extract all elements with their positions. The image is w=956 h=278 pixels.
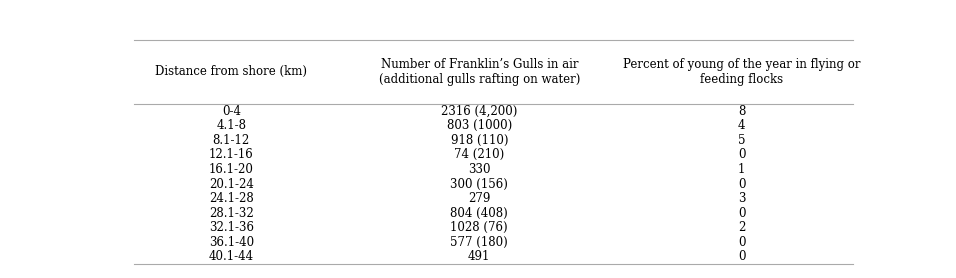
Text: 1: 1 (738, 163, 746, 176)
Text: 300 (156): 300 (156) (450, 178, 509, 190)
Text: 0: 0 (738, 207, 746, 220)
Text: 0-4: 0-4 (222, 105, 241, 118)
Text: 32.1-36: 32.1-36 (208, 221, 254, 234)
Text: 577 (180): 577 (180) (450, 236, 509, 249)
Text: 0: 0 (738, 178, 746, 190)
Text: 36.1-40: 36.1-40 (208, 236, 254, 249)
Text: 918 (110): 918 (110) (450, 134, 508, 147)
Text: 74 (210): 74 (210) (454, 148, 505, 162)
Text: 1028 (76): 1028 (76) (450, 221, 508, 234)
Text: 4: 4 (738, 119, 746, 132)
Text: 16.1-20: 16.1-20 (209, 163, 253, 176)
Text: 3: 3 (738, 192, 746, 205)
Text: 8.1-12: 8.1-12 (213, 134, 250, 147)
Text: 491: 491 (468, 250, 490, 263)
Text: Number of Franklin’s Gulls in air
(additional gulls rafting on water): Number of Franklin’s Gulls in air (addit… (379, 58, 580, 86)
Text: 40.1-44: 40.1-44 (208, 250, 254, 263)
Text: 330: 330 (468, 163, 490, 176)
Text: 4.1-8: 4.1-8 (216, 119, 247, 132)
Text: 28.1-32: 28.1-32 (209, 207, 253, 220)
Text: Percent of young of the year in flying or
feeding flocks: Percent of young of the year in flying o… (623, 58, 860, 86)
Text: 804 (408): 804 (408) (450, 207, 509, 220)
Text: 0: 0 (738, 236, 746, 249)
Text: 8: 8 (738, 105, 746, 118)
Text: Distance from shore (km): Distance from shore (km) (155, 65, 307, 78)
Text: 5: 5 (738, 134, 746, 147)
Text: 12.1-16: 12.1-16 (209, 148, 253, 162)
Text: 20.1-24: 20.1-24 (209, 178, 253, 190)
Text: 279: 279 (468, 192, 490, 205)
Text: 2316 (4,200): 2316 (4,200) (441, 105, 517, 118)
Text: 24.1-28: 24.1-28 (209, 192, 253, 205)
Text: 803 (1000): 803 (1000) (446, 119, 511, 132)
Text: 0: 0 (738, 148, 746, 162)
Text: 2: 2 (738, 221, 746, 234)
Text: 0: 0 (738, 250, 746, 263)
